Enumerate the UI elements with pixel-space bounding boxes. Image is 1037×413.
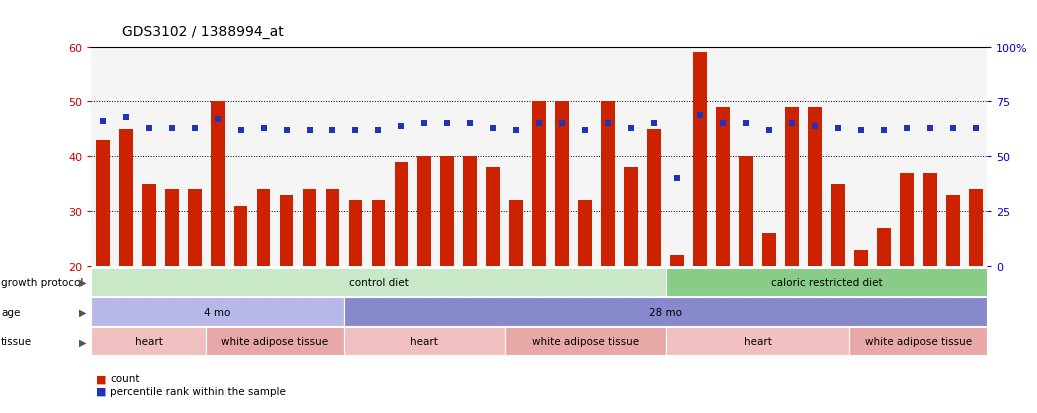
Bar <box>693 53 707 266</box>
Bar <box>344 328 505 356</box>
Bar <box>877 228 891 266</box>
Text: count: count <box>110 373 139 383</box>
Bar <box>505 328 666 356</box>
Bar <box>344 298 987 326</box>
Bar <box>556 102 569 266</box>
Bar <box>808 108 821 266</box>
Text: white adipose tissue: white adipose tissue <box>532 337 639 347</box>
Bar <box>923 173 936 266</box>
Text: white adipose tissue: white adipose tissue <box>222 337 329 347</box>
Bar <box>91 298 344 326</box>
Text: 28 mo: 28 mo <box>649 307 682 317</box>
Bar <box>326 190 339 266</box>
Bar <box>165 190 178 266</box>
Bar <box>739 157 753 266</box>
Bar <box>119 130 133 266</box>
Bar <box>348 201 362 266</box>
Bar <box>257 190 271 266</box>
Text: ▶: ▶ <box>79 307 86 317</box>
Text: ■: ■ <box>96 386 107 396</box>
Bar <box>785 108 798 266</box>
Bar <box>854 250 868 266</box>
Text: heart: heart <box>744 337 772 347</box>
Text: white adipose tissue: white adipose tissue <box>865 337 972 347</box>
Bar <box>441 157 454 266</box>
Bar <box>371 201 386 266</box>
Bar <box>394 162 409 266</box>
Text: tissue: tissue <box>1 337 32 347</box>
Bar <box>900 173 914 266</box>
Bar <box>95 140 110 266</box>
Bar <box>946 195 959 266</box>
Bar <box>666 328 849 356</box>
Text: control diet: control diet <box>348 277 409 287</box>
Bar <box>849 328 987 356</box>
Bar <box>233 206 248 266</box>
Text: percentile rank within the sample: percentile rank within the sample <box>110 386 286 396</box>
Bar <box>579 201 592 266</box>
Text: GDS3102 / 1388994_at: GDS3102 / 1388994_at <box>122 25 284 39</box>
Bar <box>418 157 431 266</box>
Bar <box>601 102 615 266</box>
Text: caloric restricted diet: caloric restricted diet <box>770 277 882 287</box>
Bar <box>464 157 477 266</box>
Text: growth protocol: growth protocol <box>1 277 83 287</box>
Text: heart: heart <box>135 337 163 347</box>
Text: ■: ■ <box>96 373 107 383</box>
Bar <box>762 234 776 266</box>
Bar <box>188 190 201 266</box>
Text: ▶: ▶ <box>79 337 86 347</box>
Bar <box>670 255 684 266</box>
Text: ▶: ▶ <box>79 277 86 287</box>
Bar <box>647 130 661 266</box>
Text: 4 mo: 4 mo <box>204 307 231 317</box>
Bar <box>532 102 546 266</box>
Bar <box>486 168 500 266</box>
Text: heart: heart <box>411 337 439 347</box>
Bar <box>91 268 666 296</box>
Bar <box>666 268 987 296</box>
Bar <box>717 108 730 266</box>
Bar <box>142 184 156 266</box>
Text: age: age <box>1 307 21 317</box>
Bar <box>831 184 845 266</box>
Bar <box>303 190 316 266</box>
Bar <box>206 328 344 356</box>
Bar <box>280 195 293 266</box>
Bar <box>211 102 224 266</box>
Bar <box>91 328 206 356</box>
Bar <box>624 168 638 266</box>
Bar <box>969 190 983 266</box>
Bar <box>509 201 523 266</box>
